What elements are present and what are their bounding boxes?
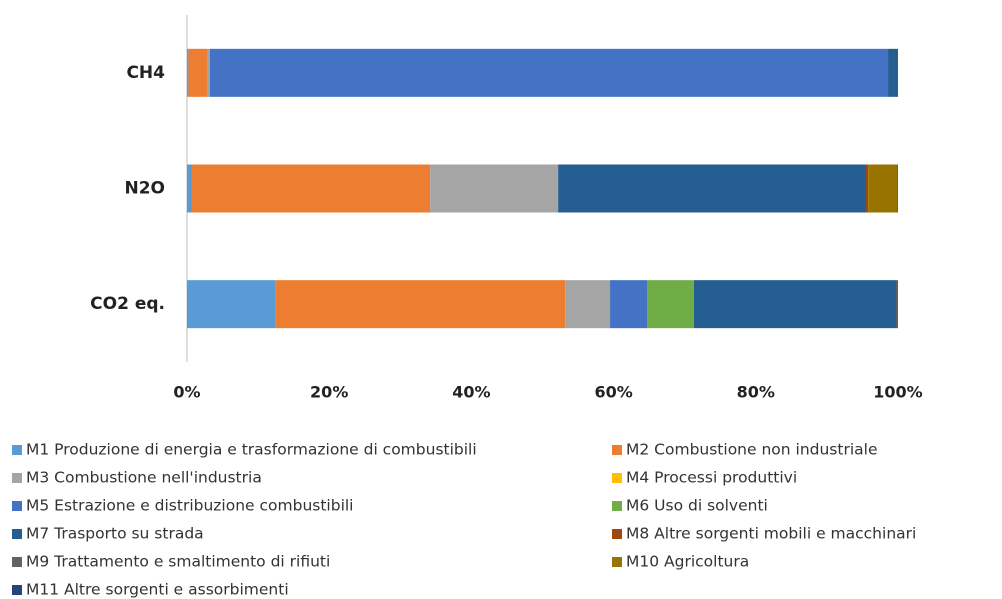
bar-segment [868, 164, 898, 213]
legend-label: M3 Combustione nell'industria [26, 469, 262, 487]
bar-segment [187, 280, 276, 329]
legend-label: M4 Processi produttivi [626, 469, 797, 487]
bar-segment [191, 164, 431, 213]
legend-label: M1 Produzione di energia e trasformazion… [26, 441, 477, 459]
legend-label: M8 Altre sorgenti mobili e macchinari [626, 525, 916, 543]
bar-segment [888, 48, 898, 97]
category-label: CO2 eq. [90, 294, 165, 314]
bar-segment [896, 280, 898, 329]
legend-swatch [12, 529, 22, 539]
legend-swatch [612, 445, 622, 455]
bar-segment [897, 164, 898, 213]
legend-swatch [12, 501, 22, 511]
x-tick-label: 20% [310, 383, 348, 402]
bar-segment [565, 280, 611, 329]
x-tick-label: 40% [452, 383, 490, 402]
bar-segment [187, 164, 192, 213]
legend-label: M11 Altre sorgenti e assorbimenti [26, 581, 289, 599]
legend-swatch [12, 585, 22, 595]
legend-swatch [612, 557, 622, 567]
x-tick-label: 60% [594, 383, 632, 402]
legend-label: M10 Agricoltura [626, 553, 749, 571]
bar-segment [275, 280, 566, 329]
bar-segment [209, 48, 889, 97]
legend-label: M9 Trattamento e smaltimento di rifiuti [26, 553, 330, 571]
legend-label: M5 Estrazione e distribuzione combustibi… [26, 497, 354, 515]
legend-label: M6 Uso di solventi [626, 497, 768, 515]
bar-segment [187, 48, 189, 97]
legend-swatch [12, 473, 22, 483]
x-tick-label: 0% [173, 383, 200, 402]
legend-swatch [612, 529, 622, 539]
category-label: CH4 [126, 63, 165, 83]
bar-segment [866, 164, 869, 213]
bar-segment [558, 164, 867, 213]
legend-swatch [612, 501, 622, 511]
bar-segment [610, 280, 648, 329]
legend-swatch [12, 557, 22, 567]
bar-segment [188, 48, 208, 97]
category-label: N2O [124, 179, 165, 199]
bar-segment [693, 280, 897, 329]
bar-segment [207, 48, 210, 97]
x-tick-label: 100% [873, 383, 922, 402]
legend-label: M2 Combustione non industriale [626, 441, 877, 459]
x-tick-label: 80% [737, 383, 775, 402]
legend-swatch [612, 473, 622, 483]
bar-segment [430, 164, 559, 213]
bar-segment [647, 280, 694, 329]
legend-label: M7 Trasporto su strada [26, 525, 204, 543]
legend-swatch [12, 445, 22, 455]
